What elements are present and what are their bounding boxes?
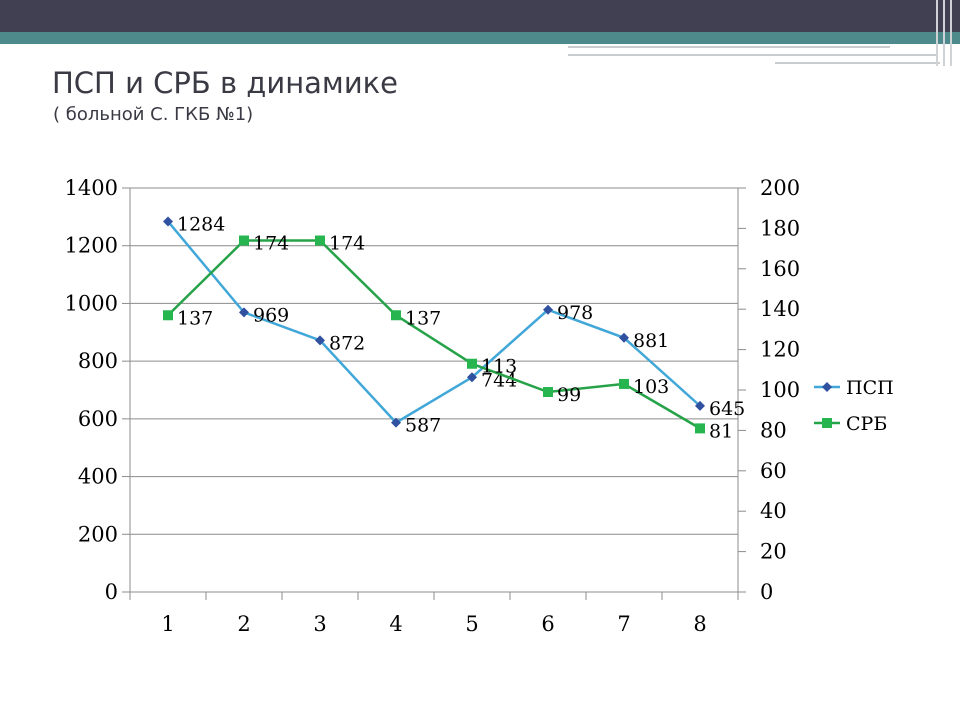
data-point-srb <box>163 310 173 321</box>
left-axis-tick-label: 800 <box>78 349 118 373</box>
data-point-srb <box>695 423 705 434</box>
slide-top-bar <box>0 0 960 32</box>
data-label-srb: 174 <box>253 233 289 255</box>
series-line-psp <box>167 220 701 425</box>
right-axis-tick-label: 200 <box>760 176 800 200</box>
data-label-psp: 872 <box>329 332 365 354</box>
left-axis-tick-label: 600 <box>78 407 118 431</box>
data-point-psp <box>239 307 249 318</box>
data-point-psp <box>315 335 325 346</box>
data-label-srb: 137 <box>177 307 213 329</box>
right-axis-tick-label: 40 <box>760 499 787 523</box>
x-axis-tick-label: 4 <box>389 612 402 636</box>
data-label-srb: 81 <box>709 420 733 442</box>
data-label-psp: 744 <box>481 369 517 391</box>
data-label-psp: 978 <box>557 302 593 324</box>
data-point-srb <box>391 310 401 321</box>
left-axis-tick-label: 400 <box>78 465 118 489</box>
right-axis-tick-label: 60 <box>760 459 787 483</box>
right-axis-tick-label: 120 <box>760 338 800 362</box>
data-label-srb: 113 <box>481 356 517 378</box>
right-axis-tick-label: 20 <box>760 540 787 564</box>
decor-stripe <box>568 46 890 48</box>
decor-stripe <box>775 62 940 64</box>
right-axis-tick-label: 160 <box>760 257 800 281</box>
x-axis-tick-label: 7 <box>617 612 630 636</box>
right-axis-tick-label: 0 <box>760 580 773 604</box>
right-axis-tick-label: 100 <box>760 378 800 402</box>
data-point-srb <box>619 378 629 389</box>
decor-vstripe <box>950 0 952 66</box>
slide-subtitle: ( больной С. ГКБ №1) <box>53 104 254 125</box>
decor-stripe <box>568 54 938 56</box>
data-point-srb <box>543 387 553 398</box>
legend-label: ПСП <box>846 377 894 399</box>
data-point-srb <box>239 235 249 246</box>
data-label-psp: 969 <box>253 304 289 326</box>
data-point-psp <box>619 332 629 343</box>
left-axis-tick-label: 1000 <box>65 291 118 315</box>
data-point-psp <box>695 400 705 411</box>
data-label-srb: 137 <box>405 307 441 329</box>
legend-label: СРБ <box>846 413 887 435</box>
data-label-srb: 99 <box>557 384 581 406</box>
right-axis-tick-label: 80 <box>760 418 787 442</box>
x-axis-tick-label: 5 <box>465 612 478 636</box>
x-axis-tick-label: 3 <box>313 612 326 636</box>
left-axis-tick-label: 1200 <box>65 234 118 258</box>
data-label-psp: 587 <box>405 415 441 437</box>
right-axis-tick-label: 140 <box>760 297 800 321</box>
data-label-srb: 174 <box>329 233 365 255</box>
data-point-psp <box>467 372 477 383</box>
legend-marker <box>822 382 832 392</box>
left-axis-tick-label: 200 <box>78 522 118 546</box>
data-label-psp: 881 <box>633 330 669 352</box>
left-axis-tick-label: 0 <box>105 580 118 604</box>
slide-title: ПСП и СРБ в динамике <box>52 66 399 100</box>
data-point-psp <box>163 216 173 227</box>
right-axis-tick-label: 180 <box>760 216 800 240</box>
legend-marker <box>822 418 832 428</box>
slide-accent-bar <box>0 32 960 44</box>
series-line-srb <box>167 239 701 430</box>
data-label-psp: 1284 <box>177 213 225 235</box>
decor-vstripe <box>936 0 938 66</box>
x-axis-tick-label: 8 <box>693 612 706 636</box>
data-point-srb <box>315 235 325 246</box>
data-point-psp <box>543 304 553 315</box>
left-axis-tick-label: 1400 <box>65 176 118 200</box>
data-point-srb <box>467 358 477 369</box>
x-axis-tick-label: 2 <box>237 612 250 636</box>
decor-vstripe <box>943 0 945 66</box>
data-label-psp: 645 <box>709 398 745 420</box>
x-axis-tick-label: 1 <box>161 612 174 636</box>
data-label-srb: 103 <box>633 376 669 398</box>
data-point-psp <box>391 417 401 428</box>
x-axis-tick-label: 6 <box>541 612 554 636</box>
